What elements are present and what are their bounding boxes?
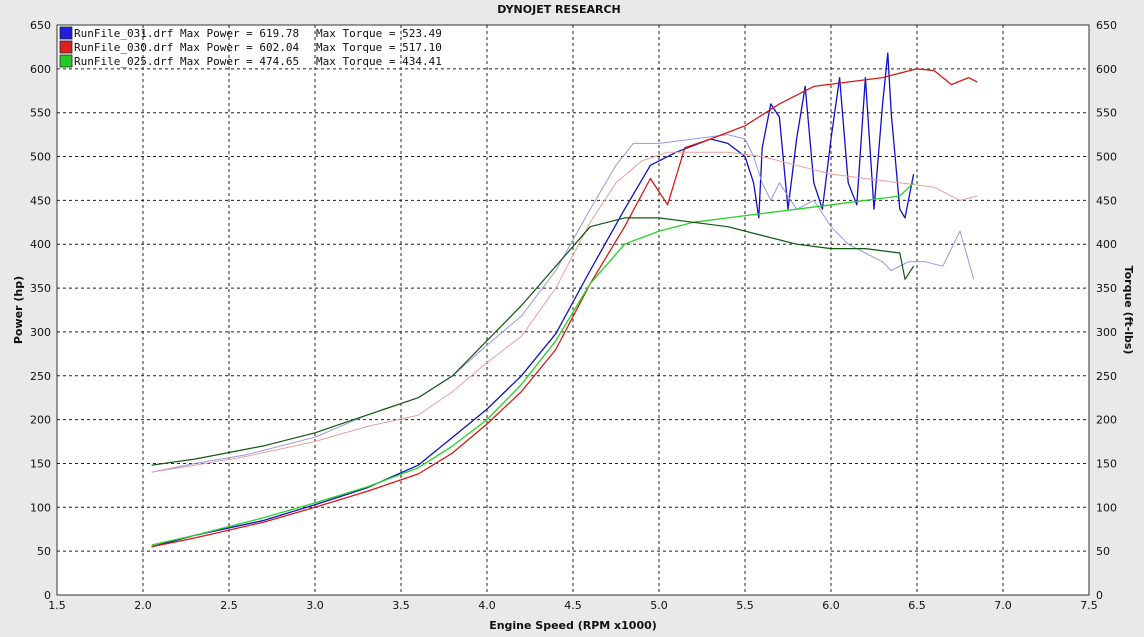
y-tick-label-left: 200 (30, 414, 51, 427)
x-tick-label: 4.0 (478, 599, 496, 612)
y-tick-label-left: 50 (37, 545, 51, 558)
x-tick-label: 5.0 (650, 599, 668, 612)
y-tick-label-left: 650 (30, 19, 51, 32)
legend-entry: RunFile_025.drf Max Power = 474.65 Max To… (59, 54, 442, 68)
legend-swatch (59, 26, 73, 40)
y-tick-label-left: 300 (30, 326, 51, 339)
series-line-power (151, 52, 915, 548)
chart-title: DYNOJET RESEARCH (497, 3, 620, 16)
y-tick-label-left: 0 (44, 589, 51, 602)
y-tick-label-right: 300 (1096, 326, 1117, 339)
y-tick-label-right: 500 (1096, 151, 1117, 164)
legend-entry: RunFile_030.drf Max Power = 602.04 Max To… (59, 40, 442, 54)
legend-label: RunFile_025.drf Max Power = 474.65 (74, 55, 299, 68)
legend-swatch (59, 40, 73, 54)
y-tick-label-right: 200 (1096, 414, 1117, 427)
y-tick-label-right: 400 (1096, 238, 1117, 251)
x-tick-label: 4.5 (564, 599, 582, 612)
y-tick-label-left: 550 (30, 107, 51, 120)
y-tick-label-right: 600 (1096, 63, 1117, 76)
y-tick-label-right: 450 (1096, 194, 1117, 207)
y-tick-label-left: 500 (30, 151, 51, 164)
x-tick-label: 7.0 (994, 599, 1012, 612)
y-tick-label-left: 600 (30, 63, 51, 76)
x-tick-label: 2.0 (134, 599, 152, 612)
grid (57, 25, 1089, 595)
x-tick-label: 2.5 (220, 599, 238, 612)
series-line-power (151, 68, 978, 548)
y-axis-left-title: Power (hp) (12, 276, 25, 344)
tick-labels: 1.5 2.0 2.5 3.0 3.5 4.0 4.5 5.0 5.5 6.0 6.5 7.0 7.50… (30, 19, 1117, 612)
legend-label: RunFile_031.drf Max Power = 619.78 (74, 27, 299, 40)
legend-torque-label: Max Torque = 434.41 (316, 55, 442, 68)
x-tick-label: 3.5 (392, 599, 410, 612)
x-tick-label: 3.0 (306, 599, 324, 612)
y-tick-label-right: 650 (1096, 19, 1117, 32)
x-axis-title: Engine Speed (RPM x1000) (489, 619, 657, 632)
series-line-power (151, 182, 915, 546)
y-tick-label-left: 100 (30, 501, 51, 514)
y-tick-label-left: 400 (30, 238, 51, 251)
x-tick-label: 5.5 (736, 599, 754, 612)
y-tick-label-left: 350 (30, 282, 51, 295)
y-tick-label-right: 50 (1096, 545, 1110, 558)
series-line-torque (151, 217, 915, 466)
legend-entry: RunFile_031.drf Max Power = 619.78 Max To… (59, 26, 442, 40)
y-axis-right-title: Torque (ft-lbs) (1122, 266, 1135, 355)
y-tick-label-right: 150 (1096, 457, 1117, 470)
x-tick-label: 6.5 (908, 599, 926, 612)
y-tick-label-right: 0 (1096, 589, 1103, 602)
legend-label: RunFile_030.drf Max Power = 602.04 (74, 41, 300, 54)
x-tick-label: 6.0 (822, 599, 840, 612)
legend-torque-label: Max Torque = 517.10 (316, 41, 442, 54)
series-lines (151, 52, 978, 548)
legend: RunFile_031.drf Max Power = 619.78 Max To… (59, 26, 442, 68)
y-tick-label-left: 250 (30, 370, 51, 383)
series-line-torque (151, 151, 978, 473)
y-tick-label-right: 550 (1096, 107, 1117, 120)
y-tick-label-left: 150 (30, 457, 51, 470)
y-tick-label-left: 450 (30, 194, 51, 207)
y-tick-label-right: 250 (1096, 370, 1117, 383)
legend-swatch (59, 54, 73, 68)
x-tick-label: 1.5 (48, 599, 66, 612)
y-tick-label-right: 100 (1096, 501, 1117, 514)
legend-torque-label: Max Torque = 523.49 (316, 27, 442, 40)
x-tick-label: 7.5 (1080, 599, 1098, 612)
y-tick-label-right: 350 (1096, 282, 1117, 295)
